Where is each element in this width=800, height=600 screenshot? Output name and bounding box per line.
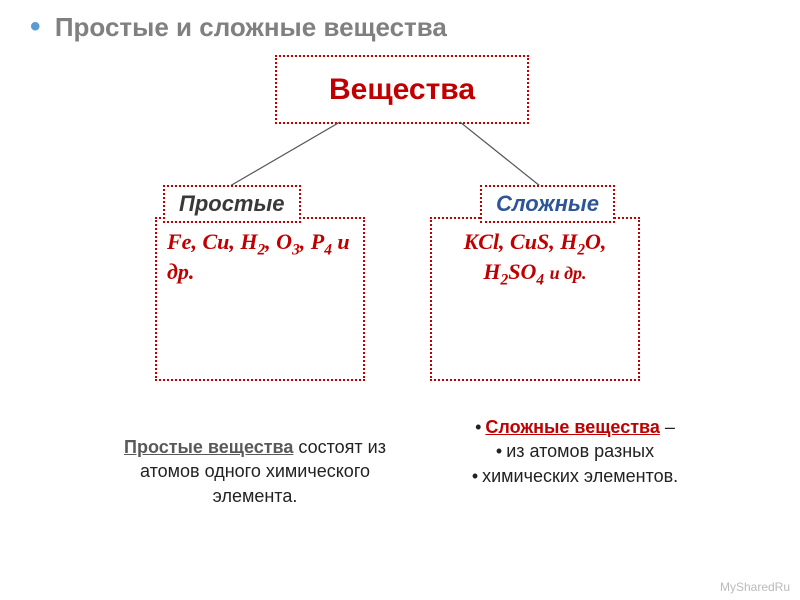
watermark: MySharedRu: [720, 580, 790, 594]
root-substances-box: Вещества: [275, 55, 529, 124]
definition-simple: Простые вещества состоят из атомов одног…: [120, 435, 390, 508]
branch-simple-label: Простые: [163, 185, 301, 223]
branch-simple: Простые Fe, Cu, H2, O3, P4 и др.: [155, 185, 365, 381]
branch-simple-examples: Fe, Cu, H2, O3, P4 и др.: [155, 217, 365, 381]
branch-complex-label: Сложные: [480, 185, 615, 223]
branch-complex-examples: KCl, CuS, H2O, H2SO4 и др.: [430, 217, 640, 381]
definition-complex-term: Сложные вещества: [485, 417, 659, 437]
branch-complex: Сложные KCl, CuS, H2O, H2SO4 и др.: [430, 185, 640, 381]
slide-title: Простые и сложные вещества: [30, 10, 447, 44]
definition-complex-line1: из атомов разных: [440, 439, 710, 463]
definition-complex: Сложные вещества – из атомов разных хими…: [440, 415, 710, 488]
definition-simple-term: Простые вещества: [124, 437, 293, 457]
definition-complex-line2: химических элементов.: [440, 464, 710, 488]
